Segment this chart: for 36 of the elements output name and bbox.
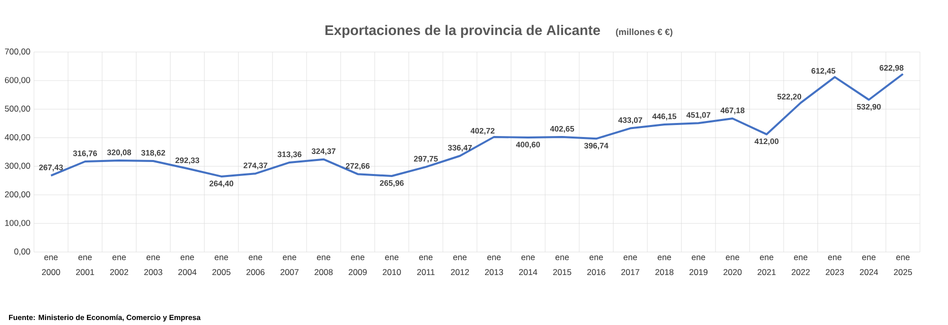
x-tick-label: ene 2021 <box>758 256 776 276</box>
x-tick-label: ene 2005 <box>212 256 230 276</box>
x-tick-label: ene 2006 <box>246 256 265 276</box>
x-tick-label: ene 2019 <box>689 256 708 276</box>
x-tick-label: ene 2024 <box>860 256 878 276</box>
y-tick-label: 200,00 <box>4 191 30 198</box>
y-tick-label: 500,00 <box>4 106 30 113</box>
x-tick-label: ene 2000 <box>42 256 60 276</box>
x-tick-label: ene 2009 <box>348 256 367 276</box>
x-tick-label: ene 2004 <box>178 256 196 276</box>
x-tick-label: ene 2011 <box>417 256 435 276</box>
x-tick-label: ene 2007 <box>280 256 299 276</box>
x-tick-label: ene 2022 <box>792 256 810 276</box>
y-tick-label: 400,00 <box>4 134 30 142</box>
x-tick-label: ene 2001 <box>76 256 94 276</box>
x-tick-label: ene 2012 <box>450 256 469 276</box>
x-tick-label: ene 2023 <box>826 256 844 276</box>
chart-title: Exportaciones de la provincia de Alicante <box>325 24 600 38</box>
y-tick-label: 300,00 <box>4 162 30 170</box>
x-tick-label: ene 2014 <box>519 256 538 276</box>
chart-subtitle: (millones € €) <box>616 28 672 37</box>
x-tick-label: ene 2020 <box>724 256 742 276</box>
x-tick-label: ene 2010 <box>382 256 401 276</box>
x-tick-label: ene 2013 <box>485 256 504 276</box>
x-tick-label: ene 2017 <box>621 256 640 276</box>
x-tick-label: ene 2008 <box>314 256 333 276</box>
x-tick-label: ene 2002 <box>110 256 128 276</box>
x-tick-label: ene 2015 <box>553 256 572 276</box>
y-tick-label: 700,00 <box>4 48 30 56</box>
x-tick-label: ene 2025 <box>894 256 912 276</box>
x-tick-label: ene 2018 <box>655 256 674 276</box>
y-tick-label: 100,00 <box>5 220 30 227</box>
y-tick-label: 0,00 <box>14 248 30 256</box>
x-tick-label: ene 2016 <box>587 256 606 276</box>
y-tick-label: 600,00 <box>4 77 30 84</box>
x-tick-label: ene 2003 <box>144 256 162 276</box>
